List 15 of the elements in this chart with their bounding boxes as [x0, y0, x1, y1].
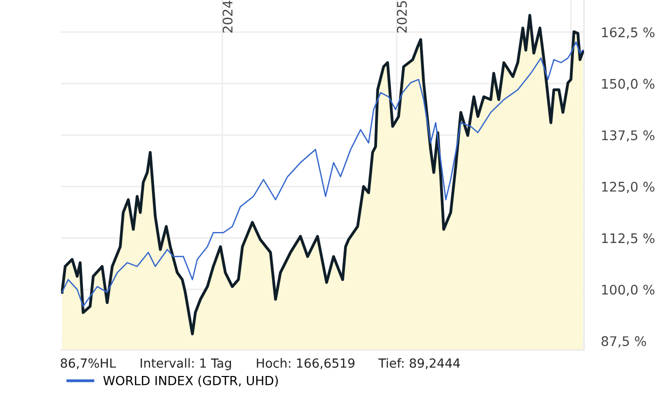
- y-tick-label: 162,5 %: [602, 27, 654, 39]
- x-tick-label: 2025: [396, 1, 407, 33]
- line-series: [61, 41, 584, 307]
- x-tick-label: 2024: [222, 0, 233, 33]
- y-tick-label: 150,0 %: [602, 78, 654, 90]
- text: Intervall: 1 Tag: [140, 358, 231, 370]
- y-tick-label: 112,5 %: [602, 233, 654, 245]
- y-tick-label: 87,5 %: [602, 336, 646, 348]
- y-tick-label: 125,0 %: [602, 182, 654, 194]
- text: Hoch: 166,6519: [256, 358, 354, 370]
- legend-label: WORLD INDEX (GDTR, UHD): [103, 376, 278, 387]
- y-tick-label: 137,5 %: [602, 130, 654, 142]
- text: 86,7%HL: [60, 358, 116, 370]
- y-tick-label: 100,0 %: [602, 284, 654, 296]
- text: Tief: 89,2444: [378, 358, 460, 370]
